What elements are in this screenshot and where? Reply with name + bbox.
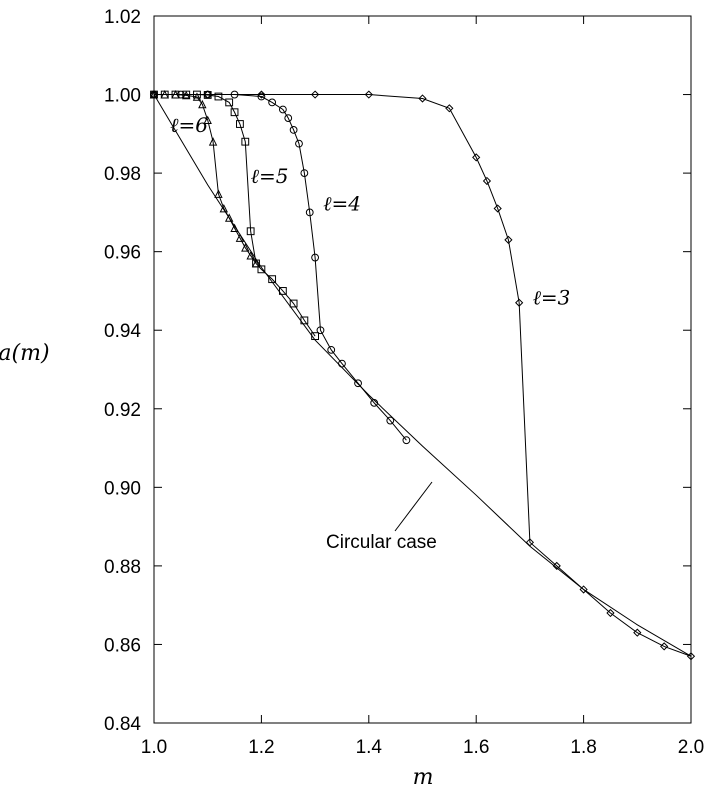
square-series-marker xyxy=(193,90,201,99)
diamond-series-marker xyxy=(257,90,266,99)
triangle-series-marker xyxy=(219,203,229,213)
circle-series-marker xyxy=(268,98,277,107)
triangle-series-marker xyxy=(192,92,202,101)
square-series-marker xyxy=(182,90,191,99)
square-series-marker xyxy=(230,108,239,117)
y-tick-label: 0.84 xyxy=(104,714,141,735)
diamond-series-marker xyxy=(525,538,535,547)
triangle-series-marker xyxy=(214,189,223,198)
diamond-series-marker xyxy=(515,298,524,307)
circular-case-leader-line xyxy=(394,481,433,532)
circular-case-label: Circular case xyxy=(326,532,437,553)
curve-label: ℓ=4 xyxy=(323,191,361,215)
square-series-marker xyxy=(171,90,180,99)
square-series-marker xyxy=(214,92,223,101)
x-tick-label: 1.6 xyxy=(463,737,489,758)
y-tick-label: 0.94 xyxy=(104,321,141,342)
circle-series-marker xyxy=(295,139,303,148)
diamond-series-marker xyxy=(493,204,502,213)
y-tick-label: 0.92 xyxy=(104,400,141,421)
triangle-series-marker xyxy=(224,213,234,222)
square-series-marker xyxy=(225,98,234,107)
circle-series-marker xyxy=(311,253,320,262)
triangle-series-marker xyxy=(198,99,207,109)
circle-series-marker xyxy=(316,326,325,335)
y-tick-label: 0.98 xyxy=(104,164,141,185)
chart-labels: m a(m) ℓ=6 ℓ=5 ℓ=4 ℓ=3 Circular case xyxy=(0,113,570,790)
diamond-series-line xyxy=(154,94,692,657)
x-tick-label: 1.0 xyxy=(141,737,167,758)
circle-series-marker xyxy=(370,398,379,407)
square-series-marker xyxy=(246,227,255,236)
square-series-marker xyxy=(268,275,277,284)
diamond-series-marker xyxy=(149,90,159,99)
x-tick-label: 2.0 xyxy=(678,737,704,758)
y-tick-label: 1.02 xyxy=(104,7,141,28)
circle-series-marker xyxy=(338,359,346,368)
series-markers xyxy=(149,90,696,661)
diamond-series-marker xyxy=(445,104,454,113)
x-tick-label: 1.8 xyxy=(570,737,596,758)
y-tick-label: 0.86 xyxy=(104,635,141,656)
circular-case-series-line xyxy=(153,94,692,657)
circle-series-marker xyxy=(386,416,395,425)
diamond-series-marker xyxy=(686,652,696,661)
circle-series-marker xyxy=(327,345,336,354)
square-series-marker xyxy=(278,287,287,295)
y-axis-label: a(m) xyxy=(0,341,50,366)
y-tick-label: 0.96 xyxy=(104,243,141,264)
triangle-series-marker xyxy=(235,233,245,242)
circle-series-line xyxy=(154,94,407,441)
circle-series-marker xyxy=(354,379,362,388)
x-tick-label: 1.2 xyxy=(248,737,274,758)
square-series-marker xyxy=(252,259,260,268)
circle-series-marker xyxy=(402,436,411,445)
diamond-series-marker xyxy=(310,90,320,99)
diamond-series-marker xyxy=(606,608,615,618)
square-series-marker xyxy=(236,120,244,128)
curve-label: ℓ=5 xyxy=(251,164,289,188)
diamond-series-marker xyxy=(579,585,588,594)
y-tick-label: 0.88 xyxy=(104,557,141,578)
square-series-marker xyxy=(241,137,250,146)
triangle-series-marker xyxy=(246,251,255,260)
square-series-marker xyxy=(289,299,298,308)
triangle-series-marker xyxy=(203,115,212,124)
diamond-series-marker xyxy=(418,94,427,103)
triangle-series-marker xyxy=(241,243,250,252)
curve-label: ℓ=6 xyxy=(170,113,208,137)
diamond-series-marker xyxy=(633,628,642,637)
diamond-series-marker xyxy=(472,153,481,162)
circle-series-marker xyxy=(257,92,266,101)
triangle-series-marker xyxy=(230,223,239,232)
diamond-series-marker xyxy=(504,235,513,244)
square-series-marker xyxy=(257,265,266,274)
circle-series-marker xyxy=(176,90,185,99)
tick-layer: 1.0 1.2 1.4 1.6 1.8 2.0 0.84 0.86 0.88 0.90 0.92 0.… xyxy=(104,7,704,758)
diamond-series-marker xyxy=(660,642,669,651)
triangle-series-marker xyxy=(208,137,218,146)
series-lines xyxy=(153,94,692,657)
diamond-series-marker xyxy=(482,176,492,186)
diamond-series-marker xyxy=(203,90,212,99)
x-axis-label: m xyxy=(413,765,434,790)
diamond-series-marker xyxy=(552,561,561,570)
circle-series-marker xyxy=(289,126,298,134)
circle-series-marker xyxy=(278,105,287,114)
y-tick-label: 0.90 xyxy=(104,478,141,499)
circle-series-marker xyxy=(305,208,314,217)
x-tick-label: 1.4 xyxy=(356,737,383,758)
diamond-series-marker xyxy=(364,90,373,99)
square-series-marker xyxy=(160,90,169,99)
circle-series-marker xyxy=(300,169,309,178)
y-tick-label: 1.00 xyxy=(104,86,141,107)
square-series-marker xyxy=(311,332,320,341)
circle-series-marker xyxy=(230,90,239,99)
curve-label: ℓ=3 xyxy=(533,286,571,310)
square-series-marker xyxy=(300,316,309,325)
circle-series-marker xyxy=(284,114,293,123)
plot-frame xyxy=(153,15,692,724)
